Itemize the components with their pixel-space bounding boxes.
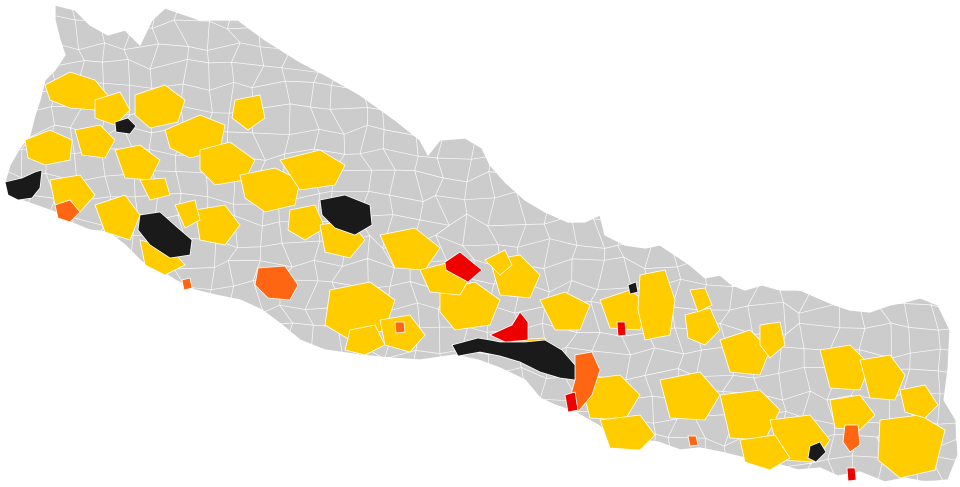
black-region-4 — [319, 194, 373, 236]
black-category-regions — [4, 117, 827, 463]
red-region-5 — [846, 467, 857, 482]
yellow-region-35 — [599, 414, 656, 451]
red-region-3 — [616, 321, 627, 337]
orange-region-6 — [394, 321, 406, 334]
yellow-region-2 — [94, 91, 131, 126]
yellow-region-28 — [719, 329, 771, 376]
yellow-region-37 — [829, 394, 876, 431]
yellow-region-14 — [279, 149, 346, 191]
red-region-4 — [564, 391, 579, 413]
orange-region-4 — [842, 424, 861, 453]
yellow-region-39 — [739, 434, 791, 471]
black-region-5 — [451, 337, 576, 381]
black-region-3 — [137, 211, 193, 259]
yellow-region-5 — [24, 129, 73, 166]
yellow-region-27 — [684, 307, 721, 346]
yellow-region-18 — [379, 227, 441, 271]
yellow-region-31 — [859, 354, 906, 401]
yellow-region-20 — [379, 314, 426, 353]
yellow-region-3 — [134, 84, 186, 129]
yellow-region-12 — [231, 94, 266, 131]
yellow-region-9 — [94, 194, 141, 241]
orange-region-3 — [569, 351, 601, 413]
yellow-region-42 — [344, 324, 386, 356]
yellow-region-29 — [759, 321, 786, 359]
yellow-region-26 — [637, 269, 676, 341]
orange-region-2 — [254, 265, 299, 301]
yellow-region-45 — [174, 199, 201, 229]
black-region-2 — [114, 117, 137, 135]
yellow-region-32 — [659, 371, 721, 421]
black-region-1 — [4, 169, 43, 201]
yellow-region-16 — [194, 204, 241, 246]
orange-region-1 — [54, 199, 81, 223]
yellow-region-6 — [74, 124, 116, 159]
orange-region-5 — [687, 435, 699, 447]
yellow-region-7 — [114, 144, 161, 181]
yellow-region-15 — [287, 204, 326, 241]
orange-category-regions — [54, 199, 861, 453]
yellow-region-40 — [899, 384, 939, 419]
yellow-region-46 — [139, 177, 171, 201]
yellow-region-13 — [239, 167, 301, 213]
yellow-region-38 — [877, 414, 946, 479]
red-category-regions — [444, 251, 857, 482]
yellow-region-41 — [484, 249, 513, 276]
yellow-region-44 — [689, 287, 713, 313]
black-region-6 — [627, 281, 639, 295]
black-region-7 — [807, 441, 827, 463]
orange-region-7 — [181, 277, 193, 291]
red-region-1 — [444, 251, 483, 283]
yellow-region-24 — [539, 291, 591, 331]
yellow-category-regions — [24, 71, 946, 479]
